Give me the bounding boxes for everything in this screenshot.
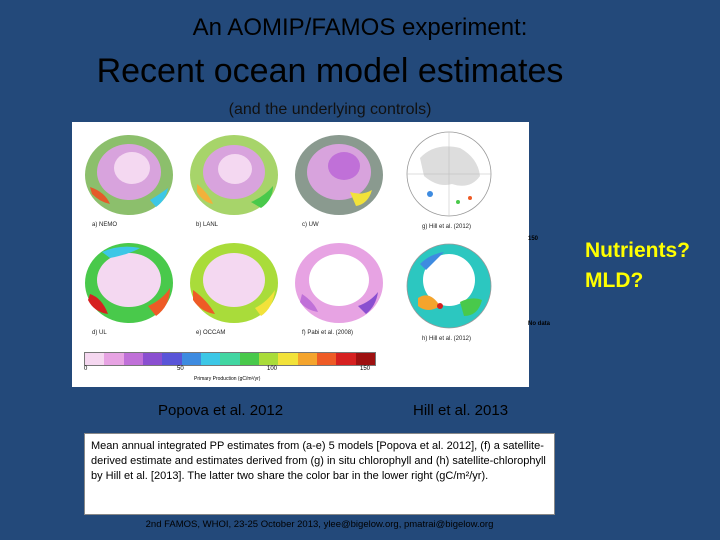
map-a	[80, 132, 178, 218]
subtitle: (and the underlying controls)	[228, 101, 432, 118]
side-note-line-2: MLD?	[585, 269, 644, 292]
title-line-1: An AOMIP/FAMOS experiment:	[192, 14, 528, 41]
colorbar: 0 50 100 150 Primary Production (gC/m²/y…	[84, 352, 384, 386]
colorbar-swatch-14	[355, 353, 375, 365]
colorbar-tick-50: 50	[177, 366, 184, 372]
page-title: Recent ocean model estimates	[96, 52, 564, 90]
map-label-e: e) OCCAM	[196, 330, 226, 336]
map-label-d: d) UL	[92, 330, 107, 336]
colorbar-swatches	[84, 352, 376, 366]
colorbar-tick-0: 0	[84, 366, 88, 372]
map-label-b: b) LANL	[196, 222, 219, 228]
caption-box: Mean annual integrated PP estimates from…	[84, 433, 555, 515]
colorbar-swatch-13	[336, 353, 356, 365]
map-label-c: c) UW	[302, 222, 319, 228]
map-f	[290, 240, 388, 326]
colorbar-swatch-11	[297, 353, 317, 365]
map-c	[290, 132, 388, 218]
colorbar-swatch-4	[162, 353, 182, 365]
map-e	[185, 240, 283, 326]
citation-popova: Popova et al. 2012	[158, 402, 284, 419]
colorbar-label: Primary Production (gC/m²/yr)	[194, 376, 261, 382]
colorbar-swatch-6	[200, 353, 221, 365]
side-note-line-1: Nutrients?	[585, 239, 690, 262]
colorbar-swatch-10	[278, 353, 298, 365]
citation-hill: Hill et al. 2013	[413, 402, 509, 419]
colorbar-swatch-9	[258, 353, 279, 365]
colorbar-tick-150: 150	[360, 366, 371, 372]
map-g	[400, 128, 498, 217]
map-h	[400, 240, 498, 329]
colorbar-swatch-3	[142, 353, 163, 365]
map-d	[80, 240, 178, 326]
colorbar-tick-100: 100	[267, 366, 278, 372]
colorbar-swatch-8	[239, 353, 259, 365]
side-note: Nutrients? MLD?	[585, 236, 690, 296]
colorbar-swatch-0	[85, 353, 105, 365]
map-label-g: g) Hill et al. (2012)	[422, 224, 472, 230]
colorbar-swatch-7	[220, 353, 240, 365]
map-label-f: f) Pabi et al. (2008)	[302, 330, 354, 336]
right-colorbar-tick-nodata: No data	[528, 321, 551, 327]
right-colorbar-tick-max: 150	[528, 236, 539, 242]
footer: 2nd FAMOS, WHOI, 23-25 October 2013, yle…	[145, 519, 494, 530]
colorbar-swatch-5	[181, 353, 201, 365]
colorbar-swatch-12	[316, 353, 337, 365]
colorbar-swatch-2	[123, 353, 143, 365]
map-b	[185, 132, 283, 218]
figure-panel: a) NEMO b) LANL c) UW g) Hill et al. (20…	[72, 122, 529, 387]
colorbar-swatch-1	[104, 353, 124, 365]
map-label-h: h) Hill et al. (2012)	[422, 336, 472, 342]
map-label-a: a) NEMO	[92, 222, 118, 228]
